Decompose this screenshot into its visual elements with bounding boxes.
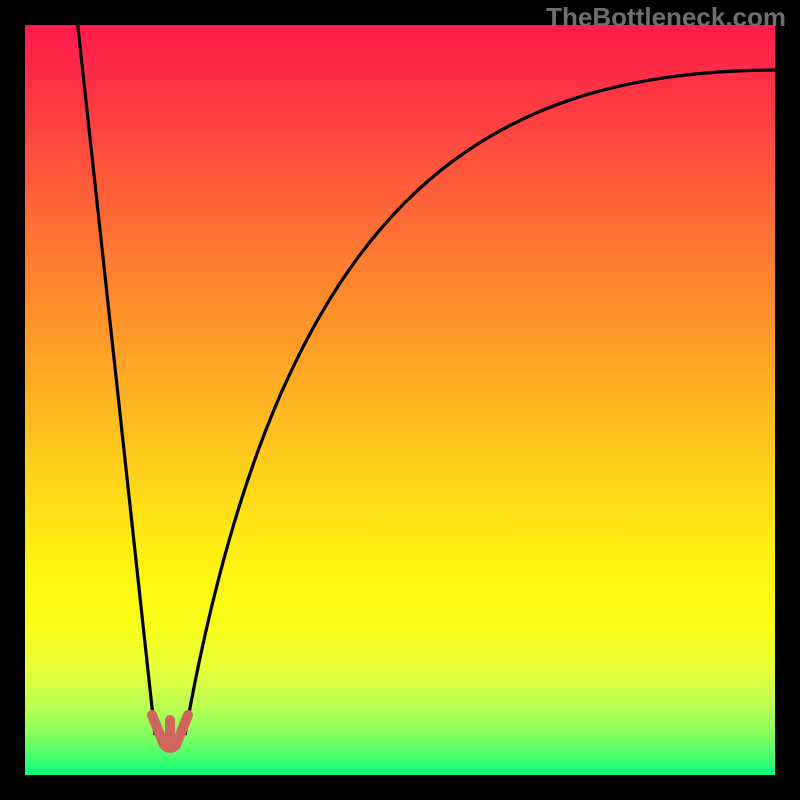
bottleneck-chart: [0, 0, 800, 800]
watermark-text: TheBottleneck.com: [546, 2, 786, 33]
plot-background: [25, 25, 775, 775]
chart-container: TheBottleneck.com: [0, 0, 800, 800]
